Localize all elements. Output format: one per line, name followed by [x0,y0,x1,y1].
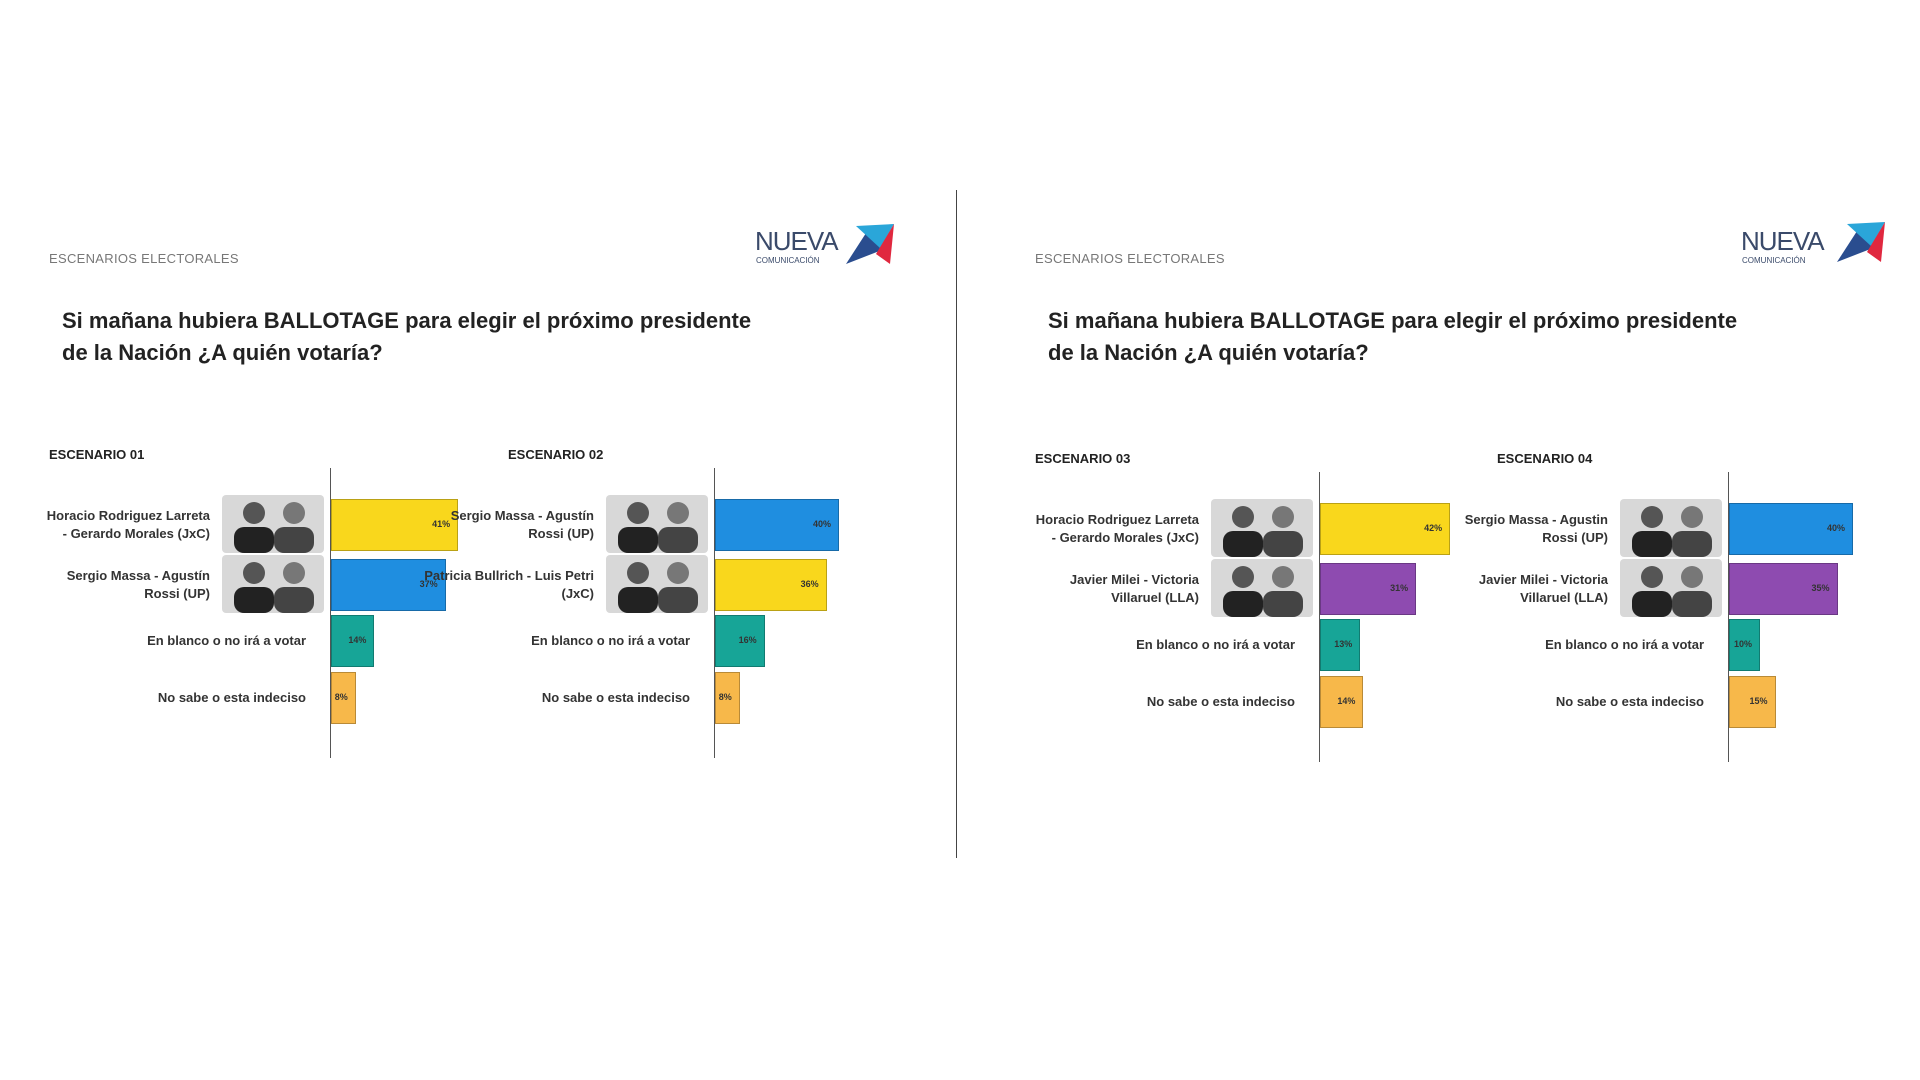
candidate-photo [1620,559,1722,617]
photo-silhouettes [1223,566,1303,617]
category-label: No sabe o esta indeciso [541,690,690,705]
axis-line [1319,472,1320,762]
photo-silhouettes [234,562,314,613]
value-label: 31% [1390,583,1409,593]
category-label: Javier Milei - Victoria Villaruel (LLA) [1069,572,1199,605]
candidate-photo [1211,499,1313,557]
category-label: Sergio Massa - Agustin Rossi (UP) [1464,512,1608,545]
chart-title: ESCENARIO 04 [1497,451,1593,466]
value-label: 16% [738,635,757,645]
category-label: Patricia Bullrich - Luis Petri (JxC) [424,568,594,601]
candidate-photo [1211,559,1313,617]
bar [1320,619,1361,671]
bar [1320,563,1417,615]
category-label: No sabe o esta indeciso [1146,694,1295,709]
category-label: En blanco o no irá a votar [531,633,690,648]
logo-mark [846,224,894,264]
bar [1320,503,1451,555]
bar [715,559,827,611]
category-label: Sergio Massa - Agustín Rossi (UP) [66,568,210,601]
value-label: 8% [718,692,732,702]
logo-subtext: COMUNICACIÓN [1742,256,1806,265]
bar [331,499,459,551]
value-label: 15% [1749,696,1768,706]
axis-line [714,468,715,758]
chart-title: ESCENARIO 03 [1035,451,1131,466]
value-label: 14% [348,635,367,645]
candidate-photo [606,495,708,553]
category-label: Javier Milei - Victoria Villaruel (LLA) [1478,572,1608,605]
value-label: 36% [800,579,819,589]
value-label: 40% [1826,523,1845,533]
category-label: Horacio Rodriguez Larreta - Gerardo Mora… [46,508,210,541]
candidate-photo [222,555,324,613]
chart-title: ESCENARIO 01 [49,447,145,462]
bar [715,499,839,551]
question: Si mañana hubiera BALLOTAGE para elegir … [62,308,752,365]
axis-line [1728,472,1729,762]
category-label: En blanco o no irá a votar [1136,637,1295,652]
candidate-photo [1620,499,1722,557]
question: Si mañana hubiera BALLOTAGE para elegir … [1048,308,1738,365]
bar [1729,503,1853,555]
section-label: ESCENARIOS ELECTORALES [49,251,239,266]
candidate-photo [222,495,324,553]
photo-silhouettes [1223,506,1303,557]
logo-mark [1837,222,1885,262]
bar [1320,676,1364,728]
photo-silhouettes [618,562,698,613]
photo-silhouettes [1632,506,1712,557]
value-label: 40% [812,519,831,529]
value-label: 37% [419,579,438,589]
candidate-photo [606,555,708,613]
logo-subtext: COMUNICACIÓN [756,256,820,265]
chart-title: ESCENARIO 02 [508,447,604,462]
section-label: ESCENARIOS ELECTORALES [1035,251,1225,266]
photo-silhouettes [1632,566,1712,617]
bar [331,672,356,724]
bar [331,615,375,667]
bar [715,615,765,667]
divider [956,190,957,858]
category-label: Horacio Rodriguez Larreta - Gerardo Mora… [1035,512,1199,545]
value-label: 14% [1337,696,1356,706]
photo-silhouettes [618,502,698,553]
bar [1729,676,1776,728]
category-label: No sabe o esta indeciso [157,690,306,705]
value-label: 41% [432,519,451,529]
value-label: 42% [1424,523,1443,533]
value-label: 13% [1334,639,1353,649]
category-label: En blanco o no irá a votar [1545,637,1704,652]
photo-silhouettes [234,502,314,553]
category-label: Sergio Massa - Agustín Rossi (UP) [450,508,594,541]
value-label: 8% [334,692,348,702]
category-label: No sabe o esta indeciso [1555,694,1704,709]
axis-line [330,468,331,758]
value-label: 35% [1811,583,1830,593]
category-label: En blanco o no irá a votar [147,633,306,648]
logo-text: NUEVA [755,226,839,256]
bar [331,559,446,611]
value-label: 10% [1733,639,1752,649]
logo-text: NUEVA [1741,226,1825,256]
bar [715,672,740,724]
bar [1729,563,1838,615]
bar [1729,619,1760,671]
